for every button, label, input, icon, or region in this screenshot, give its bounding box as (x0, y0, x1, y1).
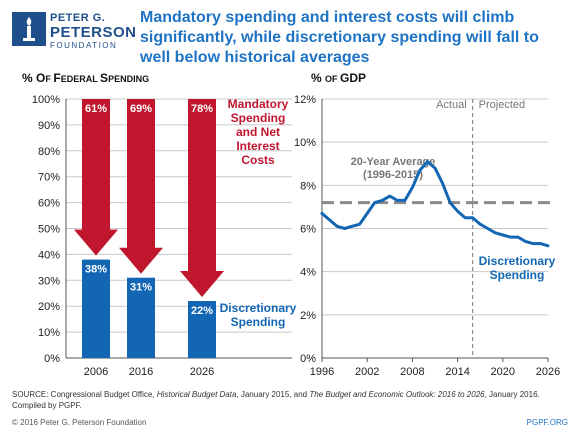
line-y-tick-label: 6% (300, 224, 316, 236)
mandatory-arrow-label: 69% (130, 103, 152, 115)
line-x-tick-label: 1996 (310, 366, 334, 378)
bar-y-tick-label: 30% (38, 275, 60, 287)
line-y-tick-label: 10% (294, 137, 316, 149)
torch-logo-icon (12, 12, 46, 46)
discretionary-legend-line: Discretionary (220, 301, 297, 315)
discretionary-bar-label: 31% (130, 282, 152, 294)
discretionary-line-label: Spending (490, 268, 545, 282)
mandatory-legend-line: Mandatory (228, 97, 289, 111)
bar-chart-title: % OF FEDERAL SPENDING (22, 71, 149, 85)
line-chart-title: % OF GDP (311, 71, 366, 85)
bar-x-tick-label: 2006 (84, 366, 108, 378)
line-x-tick-label: 2008 (400, 366, 424, 378)
discretionary-legend-line: Spending (231, 315, 286, 329)
bar-x-tick-label: 2016 (129, 366, 153, 378)
bar-y-tick-label: 20% (38, 301, 60, 313)
discretionary-bar (127, 277, 155, 358)
bar-y-tick-label: 80% (38, 146, 60, 158)
actual-label: Actual (436, 99, 467, 111)
site-link[interactable]: PGPF.ORG (526, 418, 568, 427)
mandatory-legend-line: and Net (236, 125, 280, 139)
pgpf-logo: PETER G. PETERSON FOUNDATION (12, 12, 136, 62)
discretionary-bar-label: 22% (191, 305, 213, 317)
mandatory-legend-line: Spending (231, 111, 286, 125)
source-italic-2: The Budget and Economic Outlook: 2016 to… (309, 390, 485, 399)
discretionary-bar (188, 301, 216, 358)
mandatory-arrow-label: 78% (191, 103, 213, 115)
line-y-tick-label: 8% (300, 180, 316, 192)
bar-y-tick-label: 0% (44, 353, 60, 365)
copyright: © 2016 Peter G. Peterson Foundation (12, 418, 147, 427)
line-x-tick-label: 2002 (355, 366, 379, 378)
line-x-tick-label: 2014 (445, 366, 469, 378)
line-x-tick-label: 2026 (536, 366, 560, 378)
average-label-line: 20-Year Average (351, 156, 436, 168)
source-part-3: , January 2016. (484, 390, 540, 399)
bar-y-tick-label: 10% (38, 327, 60, 339)
line-x-tick-label: 2020 (491, 366, 515, 378)
mandatory-arrow (119, 99, 163, 274)
torch-glyph (12, 12, 46, 46)
mandatory-legend-line: Interest (236, 139, 279, 153)
average-label-line: (1996-2015) (363, 169, 423, 181)
discretionary-line-label: Discretionary (479, 254, 556, 268)
discretionary-bar (82, 259, 110, 358)
mandatory-arrow (74, 99, 118, 256)
bar-y-tick-label: 90% (38, 120, 60, 132)
line-y-tick-label: 2% (300, 310, 316, 322)
logo-line-1: PETER G. (50, 12, 106, 24)
discretionary-gdp-line (320, 160, 550, 248)
bar-y-tick-label: 70% (38, 172, 60, 184)
mandatory-arrow (180, 99, 224, 298)
discretionary-bar-label: 38% (85, 264, 107, 276)
bar-y-tick-label: 60% (38, 198, 60, 210)
source-part-2: , January 2015, and (236, 390, 310, 399)
bar-y-tick-label: 50% (38, 224, 60, 236)
bar-x-tick-label: 2026 (190, 366, 214, 378)
source-part-1: SOURCE: Congressional Budget Office, (12, 390, 157, 399)
line-y-tick-label: 4% (300, 267, 316, 279)
source-italic-1: Historical Budget Data (156, 390, 237, 399)
line-y-tick-label: 0% (300, 353, 316, 365)
headline: Mandatory spending and interest costs wi… (140, 9, 539, 66)
projected-label: Projected (479, 99, 525, 111)
line-y-tick-label: 12% (294, 94, 316, 106)
source-note: SOURCE: Congressional Budget Office, His… (12, 389, 572, 411)
bar-y-tick-label: 40% (38, 249, 60, 261)
logo-line-3: FOUNDATION (50, 41, 118, 50)
source-line-2: Compiled by PGPF. (12, 401, 82, 410)
bar-y-tick-label: 100% (32, 94, 60, 106)
logo-line-2: PETERSON (50, 24, 137, 41)
mandatory-legend-line: Costs (241, 153, 275, 167)
mandatory-arrow-label: 61% (85, 103, 107, 115)
